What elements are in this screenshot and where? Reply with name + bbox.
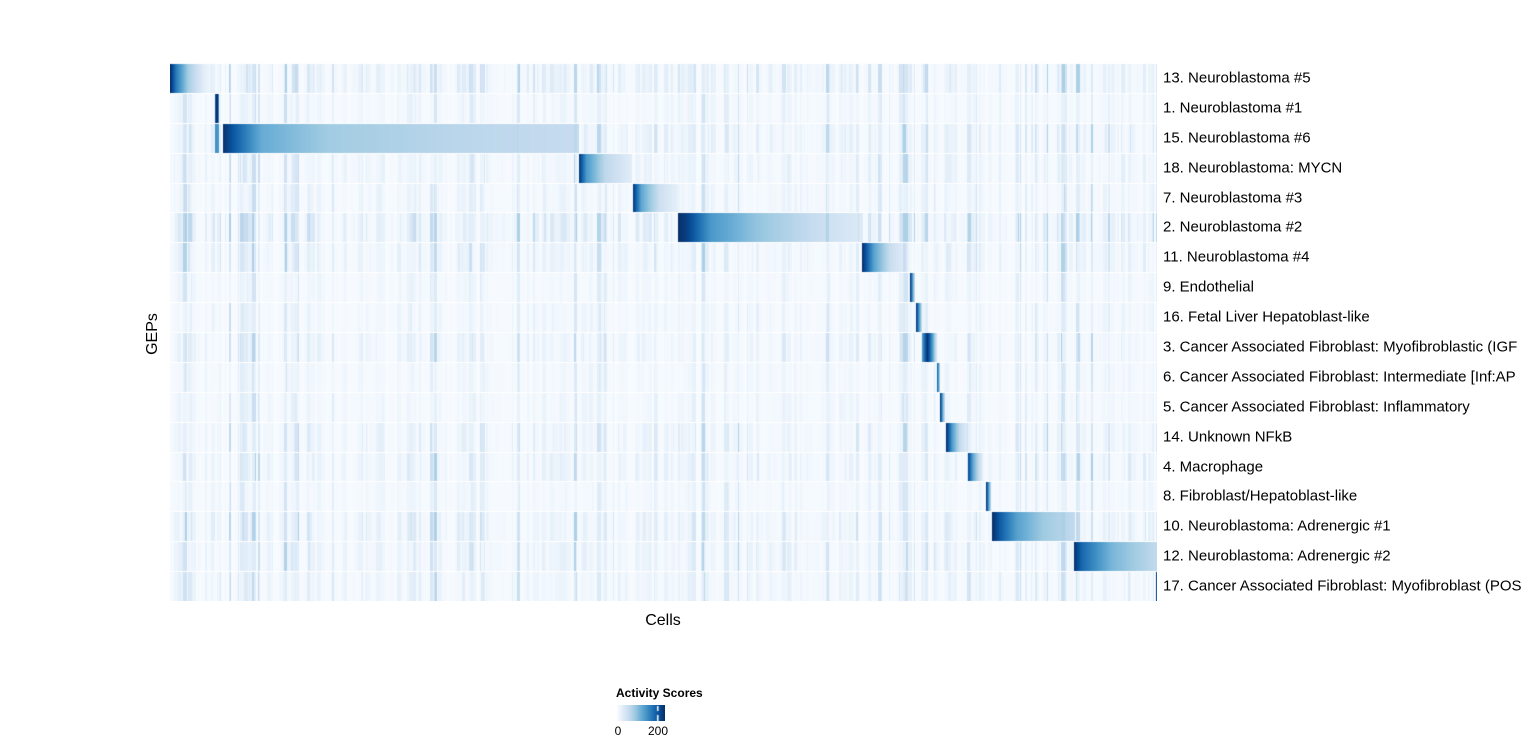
row-label: 15. Neuroblastoma #6 [1163, 129, 1311, 147]
row-label: 13. Neuroblastoma #5 [1163, 69, 1311, 87]
row-label: 7. Neuroblastoma #3 [1163, 189, 1303, 206]
heatmap-canvas [170, 63, 1157, 601]
row-label: 11. Neuroblastoma #4 [1163, 248, 1310, 266]
colorbar-tick-min: 0 [614, 724, 622, 738]
colorbar-gradient [617, 705, 665, 721]
colorbar-title: Activity Scores [616, 686, 703, 700]
row-label: 2. Neuroblastoma #2 [1163, 218, 1303, 236]
row-label: 17. Cancer Associated Fibroblast: Myofib… [1163, 577, 1522, 595]
y-axis-label: GEPs [144, 313, 161, 355]
colorbar-tick-max: 200 [647, 724, 669, 738]
row-label: 12. Neuroblastoma: Adrenergic #2 [1163, 547, 1391, 565]
row-label: 6. Cancer Associated Fibroblast: Interme… [1163, 368, 1516, 386]
row-label: 4. Macrophage [1163, 458, 1264, 475]
row-label: 5. Cancer Associated Fibroblast: Inflamm… [1163, 398, 1470, 416]
x-axis-label: Cells [645, 612, 681, 629]
row-label: 14. Unknown NFkB [1163, 428, 1293, 446]
row-label: 16. Fetal Liver Hepatoblast-like [1163, 308, 1370, 326]
row-label: 3. Cancer Associated Fibroblast: Myofibr… [1163, 338, 1518, 356]
row-label: 9. Endothelial [1163, 278, 1254, 296]
row-label: 1. Neuroblastoma #1 [1163, 99, 1303, 117]
row-label: 18. Neuroblastoma: MYCN [1163, 159, 1343, 177]
row-label: 10. Neuroblastoma: Adrenergic #1 [1163, 517, 1391, 535]
row-label: 8. Fibroblast/Hepatoblast-like [1163, 487, 1358, 505]
